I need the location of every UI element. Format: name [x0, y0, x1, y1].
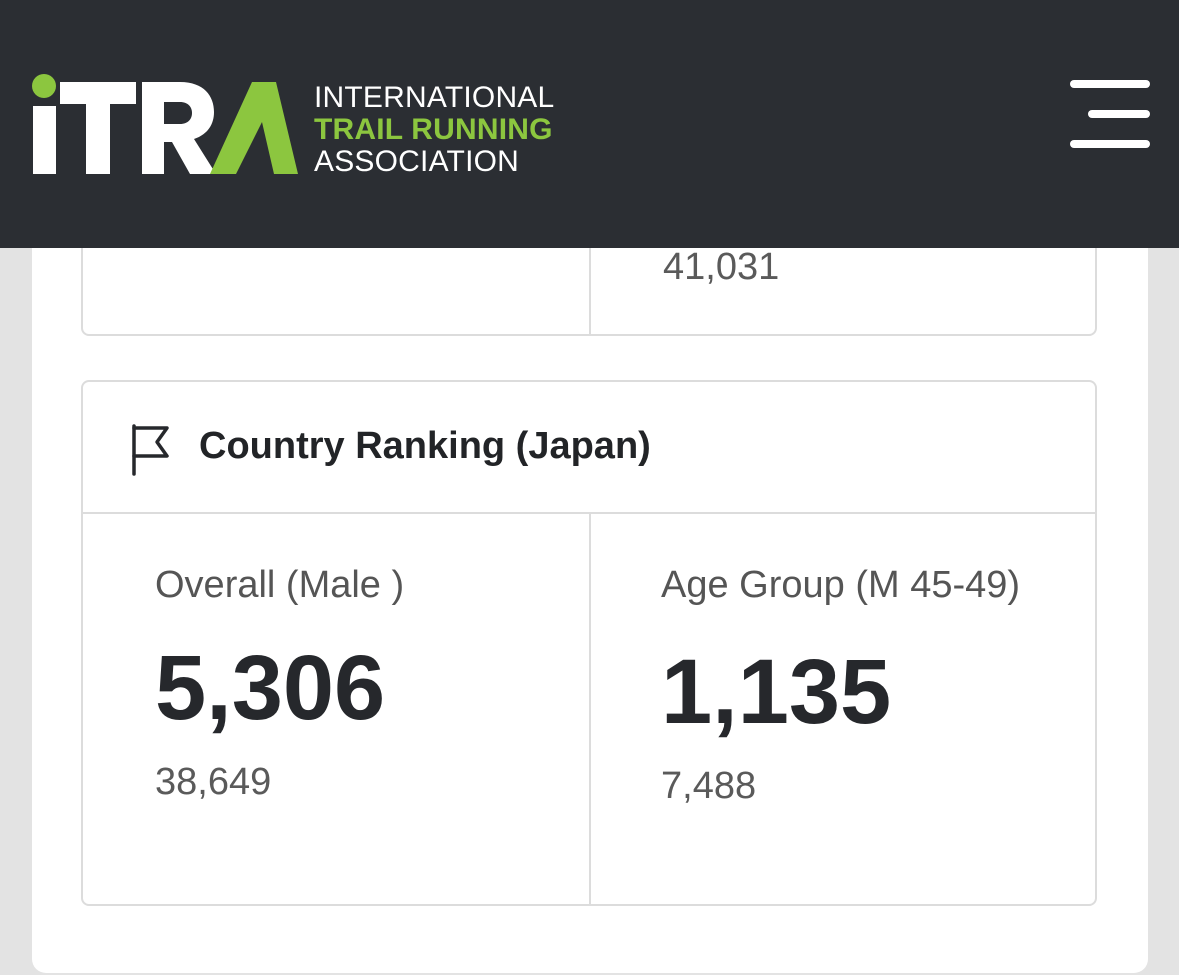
menu-bar-top: [1070, 80, 1150, 88]
logo-line-3: ASSOCIATION: [314, 145, 520, 178]
card-divider: [589, 182, 591, 334]
itra-logo[interactable]: INTERNATIONAL TRAIL RUNNING ASSOCIATION: [30, 72, 590, 182]
overall-column: Overall (Male ) 5,306 38,649: [155, 514, 585, 804]
logo-line-2: TRAIL RUNNING: [314, 113, 553, 146]
site-header: INTERNATIONAL TRAIL RUNNING ASSOCIATION: [0, 0, 1179, 248]
age-group-column: Age Group (M 45-49) 1,135 7,488: [661, 514, 1021, 808]
flag-icon: [129, 422, 173, 483]
overall-rank: 5,306: [155, 637, 386, 739]
menu-bar-bottom: [1070, 140, 1150, 148]
logo-line-1: INTERNATIONAL: [314, 81, 555, 114]
previous-total-count: 41,031: [663, 246, 780, 288]
itra-logo-mark: [32, 74, 298, 174]
overall-total: 38,649: [155, 761, 272, 803]
age-group-total: 7,488: [661, 765, 757, 807]
country-ranking-card: Country Ranking (Japan) Overall (Male ) …: [81, 380, 1097, 906]
age-group-label: Age Group (M 45-49): [661, 564, 1021, 606]
age-group-rank: 1,135: [661, 641, 892, 743]
menu-bar-middle: [1088, 110, 1150, 118]
header-divider: [83, 512, 1095, 514]
column-divider: [589, 514, 591, 904]
hamburger-menu-icon[interactable]: [1062, 78, 1154, 150]
overall-label: Overall (Male ): [155, 564, 405, 606]
card-title: Country Ranking (Japan): [199, 425, 651, 467]
logo-wordmark: INTERNATIONAL TRAIL RUNNING ASSOCIATION: [314, 82, 554, 178]
